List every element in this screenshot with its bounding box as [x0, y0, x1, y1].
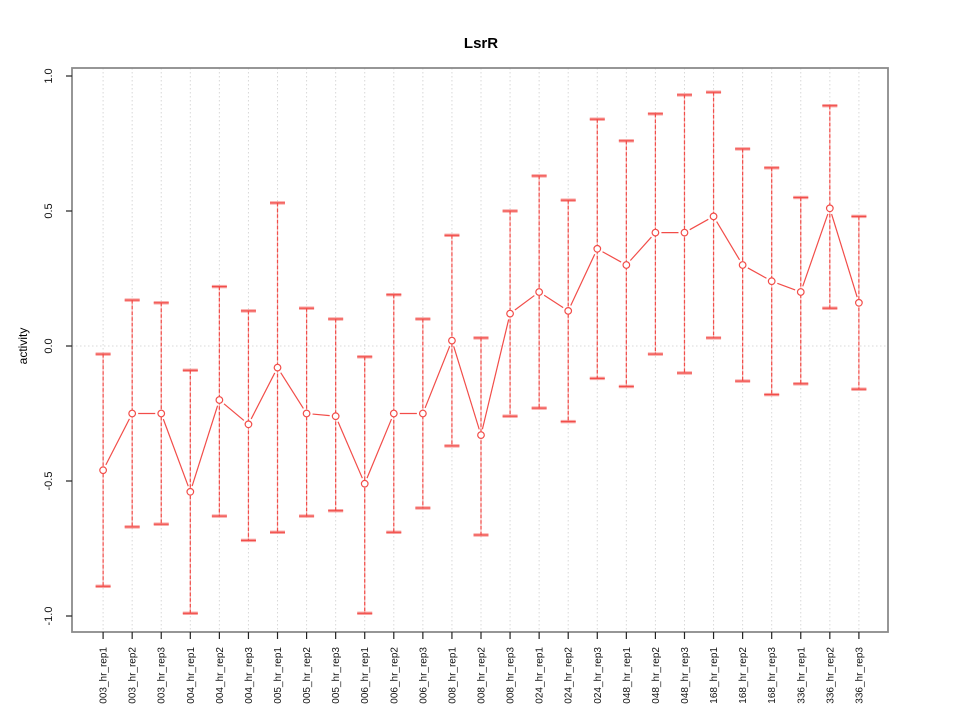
y-tick-label: -0.5 — [43, 472, 55, 491]
x-tick-label: 048_hr_rep2 — [651, 647, 662, 704]
chart-title: LsrR — [464, 35, 498, 52]
series-segment — [543, 294, 564, 309]
x-tick-label: 005_hr_rep3 — [331, 647, 342, 704]
series-segment — [223, 403, 245, 421]
data-point-marker — [477, 431, 485, 440]
data-point-marker — [855, 298, 863, 307]
series-segment — [802, 213, 829, 287]
x-tick-label: 005_hr_rep1 — [273, 647, 284, 704]
series-segment — [424, 345, 451, 409]
x-tick-label: 006_hr_rep3 — [418, 647, 429, 704]
data-point-marker — [331, 412, 340, 421]
data-point-marker — [273, 363, 282, 372]
series-segment — [366, 418, 393, 479]
x-tick-label: 003_hr_rep1 — [99, 647, 110, 704]
data-point-marker — [360, 479, 369, 488]
series-segment — [105, 418, 130, 466]
data-point-marker — [622, 261, 631, 269]
x-tick-label: 008_hr_rep1 — [447, 647, 458, 704]
x-tick-label: 048_hr_rep1 — [622, 647, 633, 704]
series-segment — [453, 346, 480, 430]
series-segment — [831, 213, 858, 298]
y-tick-label: 0.5 — [43, 203, 55, 218]
data-point-marker — [418, 409, 427, 418]
x-tick-label: 008_hr_rep2 — [477, 647, 488, 704]
axes: 1.0 0.5 0.0 -0.5 -1.0 003_hr_rep1 003_hr_rep2 0… — [43, 68, 865, 703]
y-axis-title: activity — [16, 328, 30, 365]
data-point-marker — [244, 420, 253, 429]
data-point-marker — [186, 487, 195, 496]
series-segment — [747, 267, 767, 279]
series-segment — [191, 405, 219, 487]
data-point-marker — [128, 409, 137, 418]
x-tick-label: 168_hr_rep1 — [709, 647, 720, 704]
x-tick-label: 006_hr_rep1 — [360, 647, 371, 704]
y-tick-label: -1.0 — [43, 607, 55, 626]
x-tick-label: 024_hr_rep2 — [564, 647, 575, 704]
series-segment — [280, 372, 304, 409]
x-tick-label: 168_hr_rep3 — [767, 647, 778, 704]
data-point-marker — [506, 309, 514, 318]
y-tick-label: 0.0 — [43, 338, 55, 353]
x-tick-label: 024_hr_rep1 — [535, 647, 546, 704]
data-point-marker — [564, 307, 573, 315]
x-tick-label: 004_hr_rep1 — [186, 647, 197, 704]
y-tick-label: 1.0 — [43, 68, 55, 83]
x-tick-label: 336_hr_rep2 — [825, 647, 836, 704]
x-tick-label: 008_hr_rep3 — [506, 647, 517, 704]
data-point-marker — [680, 228, 689, 237]
series-segment — [312, 413, 330, 417]
x-tick-label: 005_hr_rep2 — [302, 647, 313, 704]
series-segment — [337, 421, 363, 479]
data-point-marker — [389, 409, 398, 418]
series-segment — [570, 253, 596, 306]
x-tick-label: 168_hr_rep2 — [738, 647, 749, 704]
data-point-marker — [825, 204, 834, 213]
series-segment — [689, 218, 709, 231]
x-tick-label: 004_hr_rep2 — [215, 647, 226, 704]
series-segment — [629, 236, 652, 261]
series-segment — [602, 251, 622, 263]
data-point-marker — [99, 466, 107, 475]
data-point-marker — [535, 288, 544, 296]
data-point-marker — [302, 409, 311, 418]
x-tick-label: 003_hr_rep2 — [128, 647, 139, 704]
x-tick-label: 048_hr_rep3 — [680, 647, 691, 704]
data-point-marker — [796, 288, 805, 296]
x-tick-label: 024_hr_rep3 — [593, 647, 604, 704]
gridlines — [72, 68, 888, 632]
x-tick-label: 006_hr_rep2 — [389, 647, 400, 704]
data-point-marker — [709, 212, 718, 221]
series-segment — [716, 221, 741, 261]
series-segment — [777, 282, 796, 291]
plot-border-box — [71, 67, 889, 633]
data-point-marker — [448, 336, 456, 345]
series-segment — [250, 372, 276, 420]
data-point-marker — [157, 409, 166, 418]
x-tick-label: 336_hr_rep1 — [796, 647, 807, 704]
x-tick-label: 003_hr_rep3 — [157, 647, 168, 704]
series-segment — [481, 319, 510, 430]
data-point-marker — [215, 396, 224, 404]
data-point-marker — [593, 244, 602, 253]
series-segment — [514, 295, 535, 311]
data-point-marker — [767, 277, 776, 286]
data-series — [95, 90, 867, 615]
series-segment — [162, 418, 189, 487]
data-point-marker — [651, 228, 660, 237]
x-tick-label: 336_hr_rep3 — [854, 647, 865, 704]
data-point-marker — [738, 261, 747, 269]
x-tick-label: 004_hr_rep3 — [244, 647, 255, 704]
